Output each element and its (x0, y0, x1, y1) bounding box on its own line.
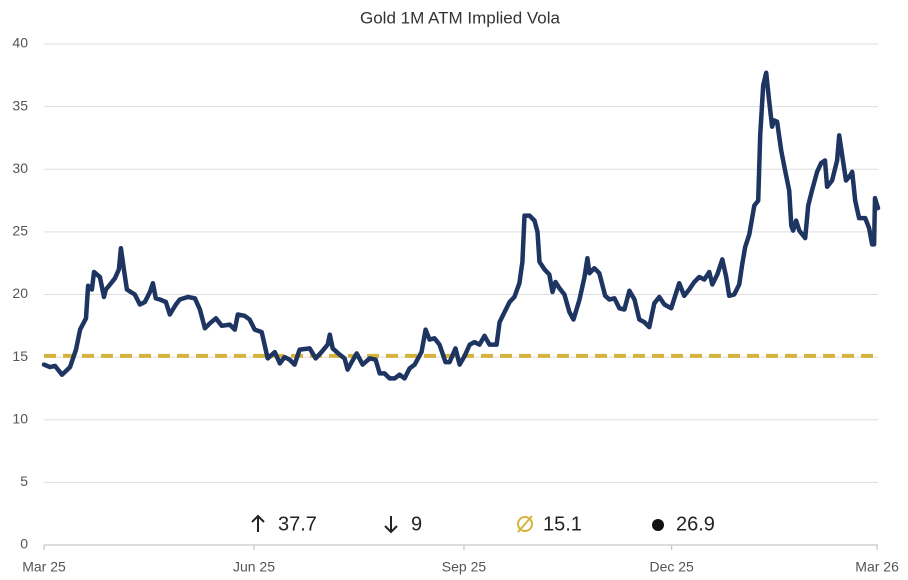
x-tick-label: Sep 25 (442, 559, 487, 575)
x-tick-label: Mar 25 (22, 559, 66, 575)
chart-title: Gold 1M ATM Implied Vola (360, 8, 561, 27)
y-tick-label: 0 (20, 536, 28, 552)
y-tick-label: 25 (12, 223, 28, 239)
y-tick-label: 15 (12, 348, 28, 364)
max-icon (251, 514, 265, 532)
average-icon (517, 515, 533, 533)
series-line (41, 70, 881, 381)
x-tick-label: Dec 25 (649, 559, 694, 575)
min-icon (384, 516, 398, 534)
x-tick-label: Mar 26 (855, 559, 899, 575)
x-tick-label: Jun 25 (233, 559, 275, 575)
y-tick-label: 5 (20, 473, 28, 489)
y-tick-label: 20 (12, 285, 28, 301)
y-tick-label: 35 (12, 97, 28, 113)
stat-average: 15.1 (543, 513, 582, 535)
y-tick-label: 40 (12, 35, 28, 51)
last-icon (652, 519, 664, 531)
y-tick-label: 30 (12, 160, 28, 176)
stat-max: 37.7 (278, 513, 317, 535)
stat-last: 26.9 (676, 513, 715, 535)
stat-min: 9 (411, 513, 422, 535)
y-tick-label: 10 (12, 410, 28, 426)
